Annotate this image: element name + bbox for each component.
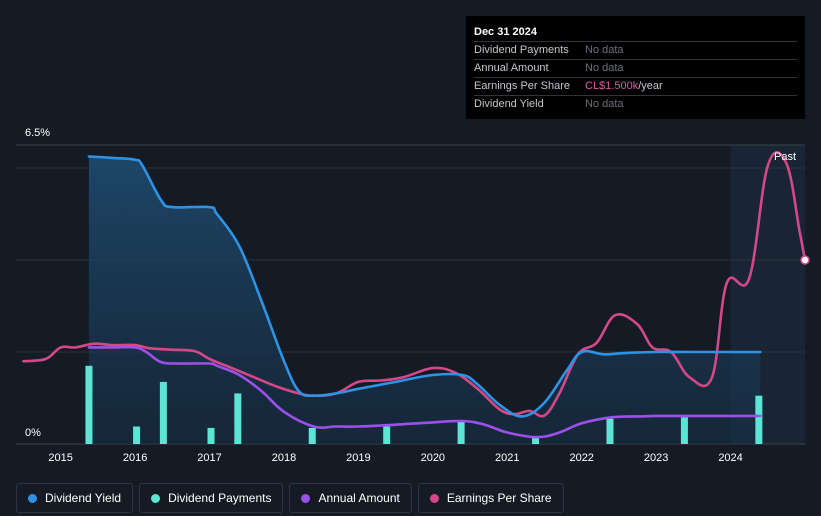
dividend-payment-bars [85, 365, 763, 444]
dividend-payment-bar [680, 417, 688, 444]
x-axis-ticks: 2015 2016 2017 2018 2019 2020 2021 2022 2023 2024 [48, 452, 742, 464]
legend-item-earnings-per-share[interactable]: Earnings Per Share [417, 483, 564, 513]
tooltip-label: Annual Amount [474, 62, 549, 74]
dividend-payment-bar [383, 426, 391, 444]
eps-end-marker [800, 255, 810, 265]
dividend-payment-bar [85, 365, 93, 444]
earnings-per-share-line [22, 151, 807, 418]
x-tick-label: 2015 [48, 452, 72, 464]
x-tick-label: 2018 [272, 452, 296, 464]
tooltip: Dec 31 2024 Dividend Payments No data An… [466, 16, 805, 119]
tooltip-row-earnings-per-share: Earnings Per Share CL$1.500k/year [474, 77, 797, 95]
x-tick-label: 2020 [421, 452, 445, 464]
eps-unit: /year [638, 80, 663, 92]
dividend-payment-bar [457, 421, 465, 444]
tooltip-row-annual-amount: Annual Amount No data [474, 59, 797, 77]
dividend-yield-line [87, 155, 762, 418]
tooltip-row-dividend-yield: Dividend Yield No data [474, 95, 797, 113]
x-tick-label: 2021 [495, 452, 519, 464]
y-min-label: 0% [25, 427, 41, 439]
eps-value: CL$1.500k [585, 80, 639, 92]
legend-label: Dividend Yield [45, 491, 122, 505]
legend-label: Annual Amount [318, 491, 400, 505]
dividend-payment-bar [207, 427, 215, 444]
tooltip-row-dividend-payments: Dividend Payments No data [474, 41, 797, 59]
legend: Dividend Yield Dividend Payments Annual … [16, 483, 564, 515]
legend-item-dividend-yield[interactable]: Dividend Yield [16, 483, 134, 513]
legend-item-annual-amount[interactable]: Annual Amount [289, 483, 412, 513]
x-tick-label: 2024 [718, 452, 742, 464]
legend-label: Earnings Per Share [446, 491, 552, 505]
x-tick-label: 2022 [569, 452, 593, 464]
legend-dot-icon [429, 493, 439, 503]
annual-amount-line [87, 345, 762, 439]
series-lines [22, 151, 807, 439]
tooltip-label: Earnings Per Share [474, 80, 570, 92]
legend-dot-icon [301, 493, 311, 503]
dividend-payment-bar [755, 395, 763, 444]
tooltip-date: Dec 31 2024 [474, 26, 537, 38]
legend-label: Dividend Payments [168, 491, 272, 505]
tooltip-label: Dividend Payments [474, 44, 569, 56]
tooltip-value: CL$1.500k/year [585, 78, 663, 95]
x-tick-label: 2019 [346, 452, 370, 464]
legend-dot-icon [28, 493, 37, 503]
x-tick-label: 2023 [644, 452, 668, 464]
legend-dot-icon [151, 493, 161, 503]
tooltip-label: Dividend Yield [474, 98, 544, 110]
dividend-payment-bar [234, 393, 242, 444]
dividend-payment-bar [606, 418, 614, 444]
x-tick-label: 2017 [197, 452, 221, 464]
tooltip-value: No data [585, 62, 624, 74]
dividend-yield-area [88, 156, 761, 444]
past-label: Past [774, 151, 796, 163]
dividend-payment-bar [159, 381, 167, 444]
tooltip-value: No data [585, 98, 624, 110]
tooltip-value: No data [585, 44, 624, 56]
dividend-payment-bar [532, 437, 540, 444]
dividend-payment-bar [308, 427, 316, 444]
y-max-label: 6.5% [25, 127, 50, 139]
dividend-payment-bar [133, 426, 141, 444]
x-tick-label: 2016 [123, 452, 147, 464]
legend-item-dividend-payments[interactable]: Dividend Payments [139, 483, 284, 513]
